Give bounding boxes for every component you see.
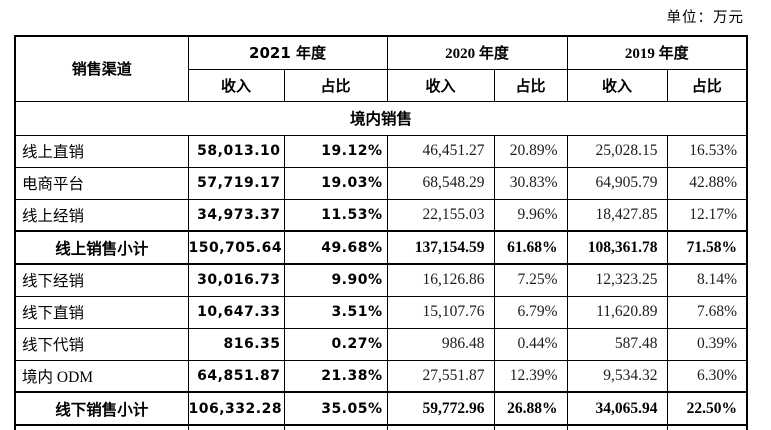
section-row-domestic: 境内销售 [14,100,748,136]
ratio-2020-cell: 12.39% [493,359,568,393]
row-label: 线上销售小计 [14,230,189,265]
ratio-2019-cell: 71.58% [666,230,748,265]
ratio-2019-cell: 16.53% [666,134,748,168]
ratio-2021-cell: 21.38% [283,359,388,393]
header-year-2020: 2020 年度 [386,35,568,70]
income-2021-cell: 57,719.17 [187,166,285,200]
header-ratio-2021: 占比 [283,68,388,102]
table-row: 线上经销 34,973.37 11.53% 22,155.03 9.96% 18… [14,198,748,232]
header-row-years: 销售渠道 2021 年度 2020 年度 2019 年度 [14,35,748,102]
ratio-2019-cell: 6.30% [666,359,748,393]
ratio-2021-cell: 19.03% [283,166,388,200]
ratio-2020-cell: 30.83% [493,166,568,200]
sales-channel-table: 销售渠道 2021 年度 2020 年度 2019 年度 收入 占比 收入 占比… [14,35,749,430]
table-row: 线下经销 30,016.73 9.90% 16,126.86 7.25% 12,… [14,263,748,297]
income-2020-cell: 59,772.96 [386,391,495,426]
ratio-2021-cell: 9.90% [283,263,388,297]
table-row: 线下直销 10,647.33 3.51% 15,107.76 6.79% 11,… [14,295,748,329]
ratio-2021-cell: 19.12% [283,134,388,168]
header-year-2021: 2021 年度 [187,35,388,70]
row-label: 线下经销 [14,263,189,297]
ratio-2019-cell: 22.50% [666,391,748,426]
income-2020-cell: 137,154.59 [386,230,495,265]
ratio-2021-cell: 11.53% [283,198,388,232]
header-channel: 销售渠道 [14,35,189,102]
cutoff-row [14,424,748,430]
row-label: 境内 ODM [14,359,189,393]
income-2019-cell: 11,620.89 [566,295,668,329]
ratio-2021-cell: 3.51% [283,295,388,329]
income-2019-cell: 64,905.79 [566,166,668,200]
ratio-2021-cell: 35.05% [283,391,388,426]
income-2019-cell: 18,427.85 [566,198,668,232]
section-title: 境内销售 [14,100,748,136]
ratio-2020-cell: 61.68% [493,230,568,265]
subtotal-row-online: 线上销售小计 150,705.64 49.68% 137,154.59 61.6… [14,230,748,265]
table-row: 线下代销 816.35 0.27% 986.48 0.44% 587.48 0.… [14,327,748,361]
header-income-2019: 收入 [566,68,668,102]
income-2021-cell: 64,851.87 [187,359,285,393]
ratio-2019-cell: 42.88% [666,166,748,200]
income-2020-cell: 986.48 [386,327,495,361]
ratio-2019-cell: 7.68% [666,295,748,329]
ratio-2019-cell: 0.39% [666,327,748,361]
ratio-2021-cell: 0.27% [283,327,388,361]
header-ratio-2019: 占比 [666,68,748,102]
ratio-2020-cell: 0.44% [493,327,568,361]
income-2021-cell: 10,647.33 [187,295,285,329]
row-label: 电商平台 [14,166,189,200]
ratio-2020-cell: 9.96% [493,198,568,232]
income-2020-cell: 27,551.87 [386,359,495,393]
header-row-metrics: 收入 占比 收入 占比 收入 占比 [15,68,748,102]
header-year-2019: 2019 年度 [566,35,748,70]
unit-label: 单位：万元 [666,10,744,26]
row-label: 线下直销 [14,295,189,329]
ratio-2021-cell: 49.68% [283,230,388,265]
income-2020-cell: 16,126.86 [386,263,495,297]
income-2019-cell: 9,534.32 [566,359,668,393]
ratio-2020-cell: 20.89% [493,134,568,168]
ratio-2020-cell: 7.25% [493,263,568,297]
income-2021-cell: 816.35 [187,327,285,361]
income-2019-cell: 25,028.15 [566,134,668,168]
ratio-2019-cell: 12.17% [666,198,748,232]
row-label: 线上直销 [14,134,189,168]
income-2020-cell: 15,107.76 [386,295,495,329]
table-row: 电商平台 57,719.17 19.03% 68,548.29 30.83% 6… [14,166,748,200]
subtotal-row-offline: 线下销售小计 106,332.28 35.05% 59,772.96 26.88… [14,391,748,426]
row-label: 线下销售小计 [14,391,189,426]
income-2019-cell: 34,065.94 [566,391,668,426]
ratio-2019-cell: 8.14% [666,263,748,297]
income-2021-cell: 34,973.37 [187,198,285,232]
table-row: 境内 ODM 64,851.87 21.38% 27,551.87 12.39%… [14,359,748,393]
income-2021-cell: 150,705.64 [187,230,285,265]
table-row: 线上直销 58,013.10 19.12% 46,451.27 20.89% 2… [14,134,748,168]
income-2019-cell: 587.48 [566,327,668,361]
header-income-2021: 收入 [187,68,285,102]
income-2021-cell: 106,332.28 [187,391,285,426]
ratio-2020-cell: 26.88% [493,391,568,426]
row-label: 线下代销 [14,327,189,361]
income-2019-cell: 108,361.78 [566,230,668,265]
ratio-2020-cell: 6.79% [493,295,568,329]
income-2020-cell: 68,548.29 [386,166,495,200]
header-ratio-2020: 占比 [493,68,568,102]
income-2020-cell: 22,155.03 [386,198,495,232]
income-2019-cell: 12,323.25 [566,263,668,297]
income-2020-cell: 46,451.27 [386,134,495,168]
row-label: 线上经销 [14,198,189,232]
header-income-2020: 收入 [386,68,495,102]
income-2021-cell: 30,016.73 [187,263,285,297]
income-2021-cell: 58,013.10 [187,134,285,168]
